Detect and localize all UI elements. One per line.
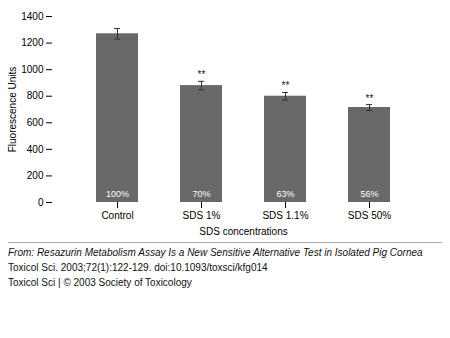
svg-text:SDS 1.1%: SDS 1.1%: [262, 210, 308, 221]
svg-text:400: 400: [27, 144, 44, 155]
svg-text:**: **: [282, 80, 290, 91]
svg-text:Control: Control: [101, 210, 133, 221]
svg-text:56%: 56%: [360, 189, 378, 199]
svg-text:100%: 100%: [106, 189, 129, 199]
svg-text:Fluorescence Units: Fluorescence Units: [7, 67, 18, 153]
svg-text:1200: 1200: [21, 37, 44, 48]
svg-text:**: **: [198, 69, 206, 80]
svg-text:SDS 50%: SDS 50%: [348, 210, 391, 221]
svg-text:SDS concentrations: SDS concentrations: [199, 226, 287, 237]
svg-text:800: 800: [27, 90, 44, 101]
html-text:From: Resazurin Metabolism Ass: From: Resazurin Metabolism Assay Is a Ne…: [8, 247, 423, 258]
svg-text:600: 600: [27, 117, 44, 128]
svg-text:1400: 1400: [21, 11, 44, 22]
svg-text:**: **: [366, 93, 374, 104]
svg-text:70%: 70%: [192, 189, 210, 199]
svg-text:63%: 63%: [276, 189, 294, 199]
html-text:Toxicol Sci | © 2003 Society o: Toxicol Sci | © 2003 Society of Toxicolo…: [8, 277, 192, 288]
html-text:Toxicol Sci. 2003;72(1):122-12: Toxicol Sci. 2003;72(1):122-129. doi:10.…: [8, 262, 268, 273]
svg-text:0: 0: [38, 197, 44, 208]
svg-text:1000: 1000: [21, 64, 44, 75]
svg-text:200: 200: [27, 170, 44, 181]
svg-text:SDS 1%: SDS 1%: [183, 210, 221, 221]
